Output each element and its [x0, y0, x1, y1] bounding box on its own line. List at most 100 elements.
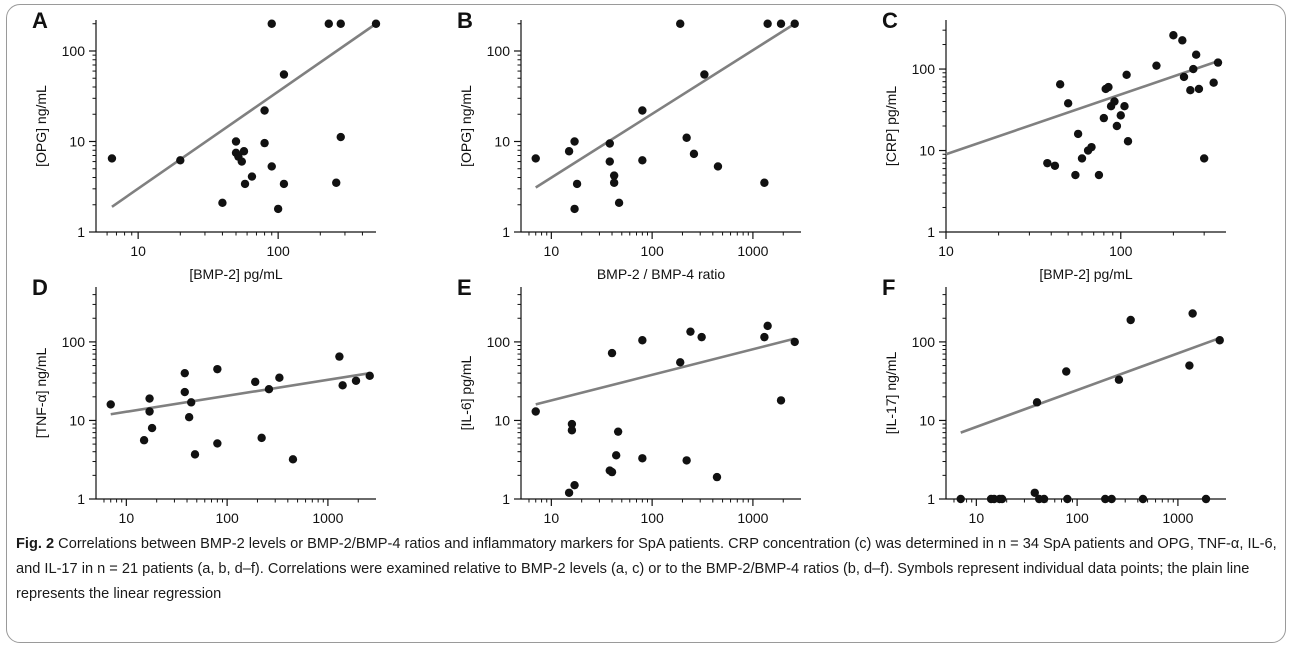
regression-line-f	[960, 336, 1221, 434]
data-point-d	[147, 423, 157, 433]
data-point-c	[1063, 99, 1073, 108]
data-point-d	[264, 384, 274, 394]
data-point-b	[776, 19, 786, 28]
x-tick-label-f: 10	[969, 510, 985, 526]
data-point-c	[1120, 101, 1129, 111]
panel-letter-b: B	[457, 8, 473, 33]
data-point-b	[689, 149, 699, 159]
regression-line-b	[535, 22, 796, 189]
data-point-e	[686, 327, 695, 336]
data-point-a	[273, 204, 283, 214]
data-point-d	[335, 352, 344, 361]
data-point-d	[180, 368, 189, 378]
x-axis-title-b: BMP-2 / BMP-4 ratio	[597, 266, 726, 282]
data-point-b	[763, 19, 772, 28]
data-point-b	[760, 178, 769, 187]
data-point-c	[1194, 84, 1204, 94]
panel-a: A 10 100 1 10 100 [BMP-2] pg/mL [OPG] ng/mL	[32, 8, 381, 282]
data-point-c	[1209, 78, 1218, 87]
data-point-c	[1112, 121, 1122, 131]
y-tick-label-a: 100	[62, 43, 86, 59]
data-point-a	[332, 178, 341, 187]
data-point-a	[231, 137, 241, 146]
data-point-c	[1073, 129, 1083, 139]
data-point-e	[613, 427, 623, 436]
data-point-c	[1050, 161, 1060, 170]
data-point-a	[336, 132, 345, 142]
data-point-f	[1138, 494, 1148, 504]
data-point-c	[1152, 61, 1161, 70]
data-point-e	[676, 358, 685, 367]
panel-letter-f: F	[882, 275, 895, 300]
data-point-a	[324, 19, 333, 28]
figure-frame	[6, 4, 1286, 643]
y-tick-label-b: 10	[494, 133, 510, 149]
x-tick-label-d: 100	[215, 510, 239, 526]
panel-e: E101001000110100BMP-2 / BMP-4 ratio[IL-6…	[457, 275, 801, 526]
regression-line-a	[111, 22, 377, 208]
data-point-a	[247, 172, 257, 181]
data-point-b	[572, 179, 582, 189]
y-axis-title-c: [CRP] pg/mL	[883, 86, 899, 166]
data-point-c	[1055, 80, 1065, 89]
data-point-e	[638, 336, 647, 345]
data-point-b	[605, 139, 614, 148]
data-point-b	[713, 162, 723, 171]
data-point-d	[351, 376, 361, 385]
data-point-a	[107, 154, 117, 163]
data-point-f	[1107, 494, 1116, 504]
data-point-e	[567, 419, 577, 429]
data-point-c	[1094, 170, 1104, 180]
data-point-d	[213, 364, 222, 374]
data-point-a	[279, 70, 289, 79]
y-tick-label-e: 10	[494, 412, 510, 428]
data-point-b	[790, 19, 799, 28]
regression-line-d	[110, 371, 370, 416]
y-axis-title-b: [OPG] ng/mL	[458, 85, 474, 167]
data-point-d	[251, 377, 260, 387]
data-point-c	[1122, 70, 1131, 80]
data-point-c	[1179, 72, 1189, 82]
y-tick-label-d: 1	[77, 491, 85, 507]
panel-letter-c: C	[882, 8, 898, 33]
data-point-d	[145, 407, 154, 416]
data-point-f	[1101, 494, 1110, 504]
data-point-b	[638, 156, 647, 165]
data-point-a	[336, 19, 345, 28]
data-point-d	[213, 439, 222, 448]
data-point-a	[267, 162, 276, 171]
data-point-d	[275, 373, 284, 382]
data-point-c	[1087, 142, 1096, 152]
data-point-e	[776, 396, 786, 405]
data-point-f	[1063, 494, 1072, 504]
data-point-e	[712, 472, 722, 482]
panel-letter-d: D	[32, 275, 48, 300]
data-point-e	[531, 407, 540, 416]
data-point-e	[567, 426, 577, 435]
data-point-e	[790, 337, 799, 347]
data-point-b	[682, 133, 691, 142]
y-axis-title-e: [IL-6] pg/mL	[458, 355, 474, 430]
y-axis-title-a: [OPG] ng/mL	[33, 85, 49, 167]
regression-line-c	[945, 59, 1219, 156]
x-tick-label-e: 1000	[737, 510, 768, 526]
data-point-f	[1062, 367, 1071, 376]
data-point-b	[531, 154, 540, 163]
data-point-c	[1213, 58, 1223, 67]
data-point-b	[638, 106, 647, 115]
data-point-a	[371, 19, 381, 28]
y-tick-label-c: 100	[912, 61, 936, 77]
x-tick-label-b: 10	[544, 243, 560, 259]
x-tick-label-b: 1000	[737, 243, 768, 259]
regression-line-e	[535, 337, 796, 406]
data-point-d	[186, 398, 196, 407]
data-point-b	[609, 171, 619, 180]
data-point-a	[260, 106, 269, 115]
data-point-e	[760, 332, 769, 342]
data-point-a	[267, 19, 276, 28]
y-tick-label-a: 10	[69, 133, 85, 149]
data-point-a	[218, 198, 227, 208]
data-point-f	[1030, 488, 1039, 497]
